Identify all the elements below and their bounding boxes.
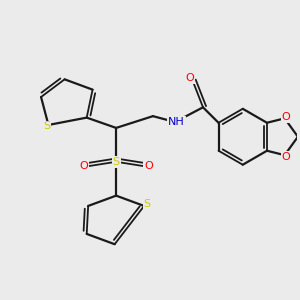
Text: S: S — [112, 157, 120, 167]
Text: O: O — [282, 112, 290, 122]
Text: O: O — [282, 152, 290, 162]
Text: S: S — [44, 122, 50, 131]
Text: O: O — [144, 161, 153, 171]
Text: S: S — [143, 200, 151, 209]
Text: NH: NH — [168, 117, 185, 127]
Text: O: O — [80, 161, 88, 171]
Text: O: O — [185, 73, 194, 83]
